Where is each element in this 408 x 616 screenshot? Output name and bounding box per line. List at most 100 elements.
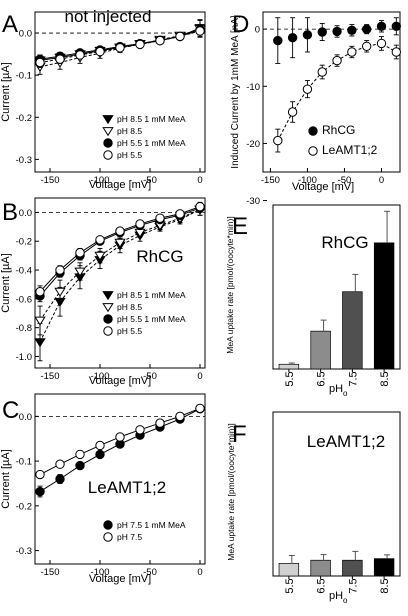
panel-e-title: RhCG [321,233,368,252]
panel-d-data-point [361,24,372,34]
panel-c-data-point [55,474,65,484]
panel-d-data-point [273,135,283,146]
panel-e-letter: E [232,213,248,240]
panel-b-legend-marker [102,291,114,301]
panel-a-legend-marker [102,115,114,125]
panel-f-bar-7-5 [342,559,363,577]
panel-b-legend-marker [103,326,113,336]
panel-e-bar-7-5 [342,291,363,370]
panel-d-data-point [376,21,387,31]
panel-c-data-point [95,440,105,451]
panel-d-data-point [287,33,298,43]
panel-d-legend-marker [308,126,318,136]
panel-e-x-tick-label: 7.5 [347,371,359,386]
panel-d-data-point [361,41,372,51]
panel-a-legend-label: pH 8.5 [117,126,142,136]
panel-e-bar-5-5 [278,363,300,370]
panel-a-data-point [55,54,65,64]
panel-d-data-point [317,27,327,37]
panel-b-y-tick-label: -0.8 [16,323,32,334]
panel-b-data-point [115,226,125,236]
panel-a-data-point [35,57,45,68]
panel-c-data-point [155,418,165,428]
panel-d-series-0 [273,17,401,64]
panel-a-data-point [75,50,85,60]
panel-c-y-axis-label: Current [µA] [0,449,12,509]
panel-f-bar-5-5 [278,563,300,577]
panel-a-legend-label: pH 5.5 1 mM MeA [117,138,186,148]
panel-a-y-tick-label: 0.0 [19,29,32,40]
panel-a-y-tick-label: -0.3 [16,155,32,166]
panel-b-y-tick-label: -0.6 [16,294,32,305]
panel-b-legend-item [102,303,114,313]
panel-c-data-point [135,425,145,435]
panel-a-letter: A [2,11,18,38]
panel-b-legend-marker [102,303,114,313]
panel-b-data-point [35,286,45,297]
panel-a-data-point [115,43,125,53]
panel-c-y-tick-label: -0.2 [16,501,32,512]
panel-a-y-tick-label: -0.2 [16,113,32,124]
panel-c-data-point [35,486,45,497]
panel-d-x-tick-label: 0 [379,175,384,186]
panel-f-x-tick-label: 5.5 [284,578,296,593]
panel-b-data-point [54,287,66,297]
panel-b-legend-label: pH 5.5 [117,326,142,336]
panel-d-data-point [332,55,342,66]
panel-f-x-tick-label: 8.5 [379,578,391,593]
panel-b-legend-item [103,326,113,336]
panel-d-data-point [287,107,298,117]
panel-f-title: LeAMT1;2 [307,432,385,451]
panel-d-legend-label: RhCG [322,123,355,137]
panel-b-plot-frame [34,197,206,369]
panel-f-letter: F [232,421,247,448]
panel-d-plot-frame [262,11,401,173]
panel-a-data-point [155,35,165,46]
panel-c-x-tick-label: -50 [143,567,157,578]
panel-c-data-point [75,449,85,460]
panel-e-x-tick-label: 5.5 [284,371,296,386]
panel-c-x-tick-label: -150 [40,567,59,578]
panel-c-legend-item [103,520,113,530]
panel-d-data-point [302,30,313,40]
panel-d-data-point [317,67,327,77]
panel-c-legend-item [103,532,113,542]
panel-a-legend-marker [103,150,113,160]
panel-b-data-point [34,338,46,348]
panel-a-legend-marker [102,127,114,137]
panel-b-data-point [94,251,106,261]
panel-c-y-tick-label: -0.3 [16,546,32,557]
panel-d-x-tick-label: -50 [338,175,352,186]
panel-e-x-tick-label: 8.5 [379,371,391,386]
panel-c-legend-marker [103,532,113,542]
panel-b-series-3 [35,201,205,298]
panel-b-y-tick-label: -0.4 [16,266,32,277]
panel-c-x-tick-label: -100 [90,567,109,578]
panel-c-x-tick-label: 0 [197,567,202,578]
panel-b-x-tick-label: -50 [143,371,157,382]
panel-a-x-tick-label: -50 [143,175,157,186]
panel-a-x-tick-label: -150 [40,175,59,186]
panel-b-data-point [75,248,85,258]
panel-d-data-point [347,25,357,35]
panel-b-data-point [195,201,205,212]
panel-d-x-axis-label: Voltage [mV] [292,181,354,193]
panel-c-legend-label: pH 7.5 [117,532,142,542]
panel-b-letter: B [2,199,18,226]
panel-a-series-3 [35,26,205,69]
panel-e-x-axis-label: pH [329,383,343,395]
panel-a-x-tick-label: -100 [90,175,109,186]
panel-d-y-tick-label: -30 [246,196,260,207]
panel-b-data-point [155,213,165,223]
panel-c-name-label: LeAMT1;2 [88,478,166,497]
panel-b-data-point [95,235,105,245]
panel-d-legend-item [308,146,318,156]
panel-b-legend-item [102,291,114,301]
panel-b-data-point [135,219,145,229]
panel-d-x-tick-label: -100 [298,175,317,186]
panel-c-data-point [115,432,125,442]
panel-b-y-tick-label: -0.2 [16,237,32,248]
panel-f-x-axis-label: pH [329,590,343,602]
panel-b-data-point [175,209,185,219]
panel-c-y-tick-label: -0.1 [16,457,32,468]
